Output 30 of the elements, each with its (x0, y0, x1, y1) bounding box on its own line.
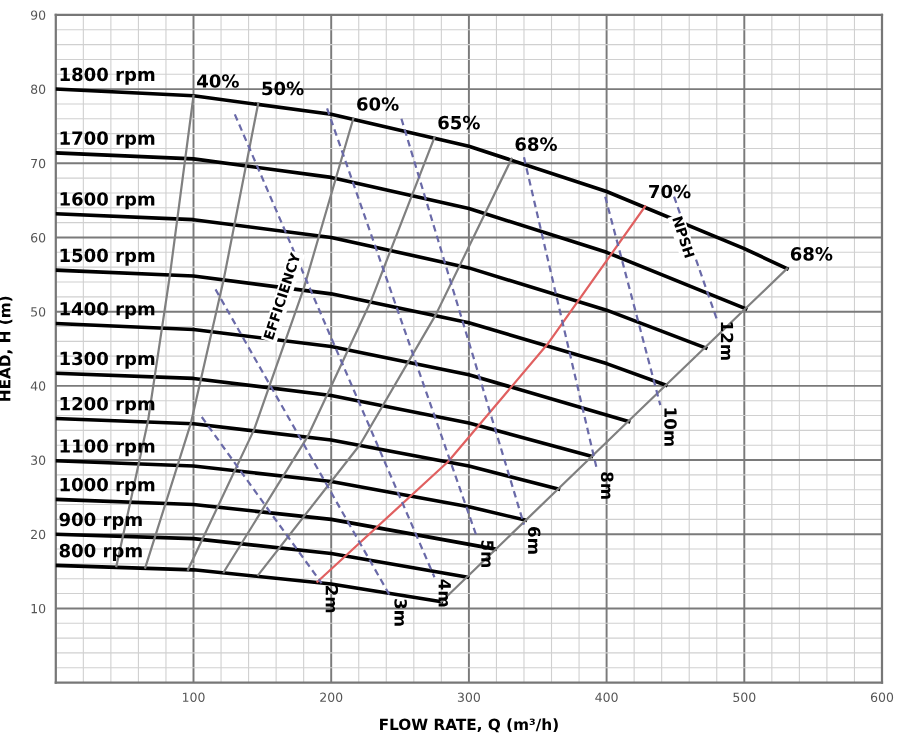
text: 2m (325, 585, 339, 613)
line-series (55, 371, 594, 459)
text: 12m (720, 322, 734, 360)
series-label: 1400 rpm (60, 301, 155, 320)
text: 4m (438, 579, 451, 607)
series-label: 68% (515, 137, 557, 151)
series-label: 1300 rpm (60, 351, 155, 369)
series-label: 1700 rpm (60, 131, 155, 149)
series-label: 800 rpm (59, 543, 142, 561)
series-label: 68% (790, 247, 833, 261)
line-series (55, 532, 470, 580)
text: 6m (527, 527, 541, 554)
series-label: 60% (357, 97, 399, 111)
series-label: 70% (649, 184, 691, 199)
series-label: 1500 rpm (60, 248, 155, 266)
text: 3m (394, 599, 407, 626)
series-label: 1000 rpm (60, 477, 155, 495)
text: 8m (600, 472, 614, 499)
series-label: 1200 rpm (60, 396, 155, 415)
series-label: 900 rpm (59, 512, 142, 530)
series-label: 65% (438, 115, 480, 130)
text: 10m (664, 408, 677, 446)
line-series (316, 205, 647, 583)
series-label: 40% (197, 74, 239, 88)
line-series (55, 211, 708, 350)
series-label: 50% (262, 81, 304, 96)
series-label: 1800 rpm (60, 67, 155, 85)
series-label: 1600 rpm (60, 192, 155, 210)
line-series (55, 416, 561, 491)
series-label: 1100 rpm (60, 439, 155, 457)
